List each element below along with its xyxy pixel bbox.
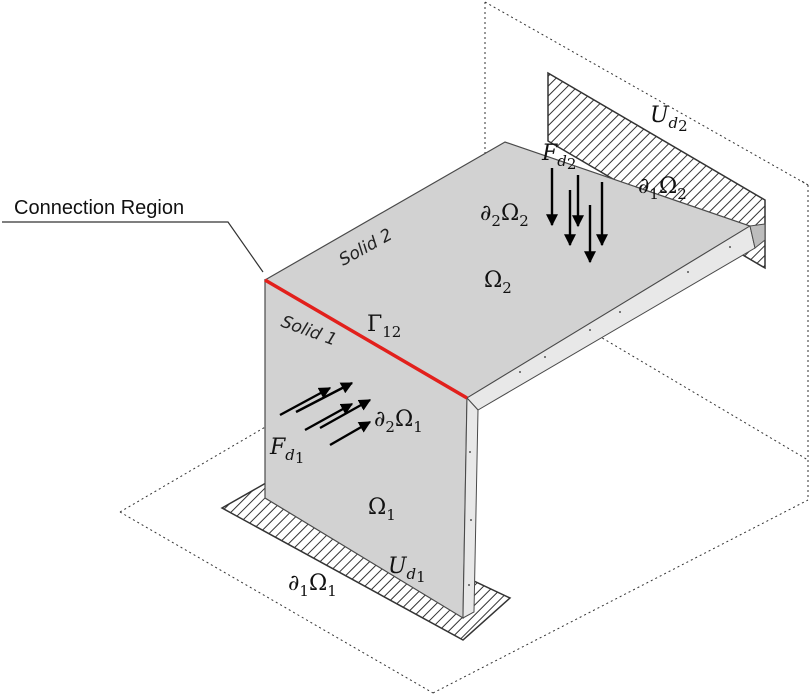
displacement-ud1-label: Ud1 (388, 554, 426, 586)
solid-2-end-face (749, 223, 766, 249)
boundary-d1-omega2-label: ∂1Ω2 (638, 174, 687, 203)
force-fd2-label: Fd2 (541, 141, 576, 173)
gamma-12-label: Γ12 (367, 312, 401, 341)
edge-speckles (468, 246, 731, 586)
omega-1-label: Ω1 (368, 495, 396, 524)
boundary-d2-omega2-label: ∂2Ω2 (480, 201, 529, 230)
connection-region-label: Connection Region (14, 197, 184, 219)
connection-region-callout: Connection Region (2, 197, 264, 273)
omega-2-label: Ω2 (484, 268, 512, 297)
interface-line (264, 278, 468, 400)
force-arrows-fd2 (546, 168, 608, 264)
boundary-d1-omega1-label: ∂1Ω1 (288, 571, 337, 600)
displacement-ud2-label: Ud2 (650, 103, 688, 135)
solid-1-thickness-edge (462, 396, 479, 619)
boundary-d2-omega1-label: ∂2Ω1 (374, 407, 423, 436)
force-arrows-fd1 (279, 381, 372, 447)
force-fd1-label: Fd1 (269, 435, 304, 467)
